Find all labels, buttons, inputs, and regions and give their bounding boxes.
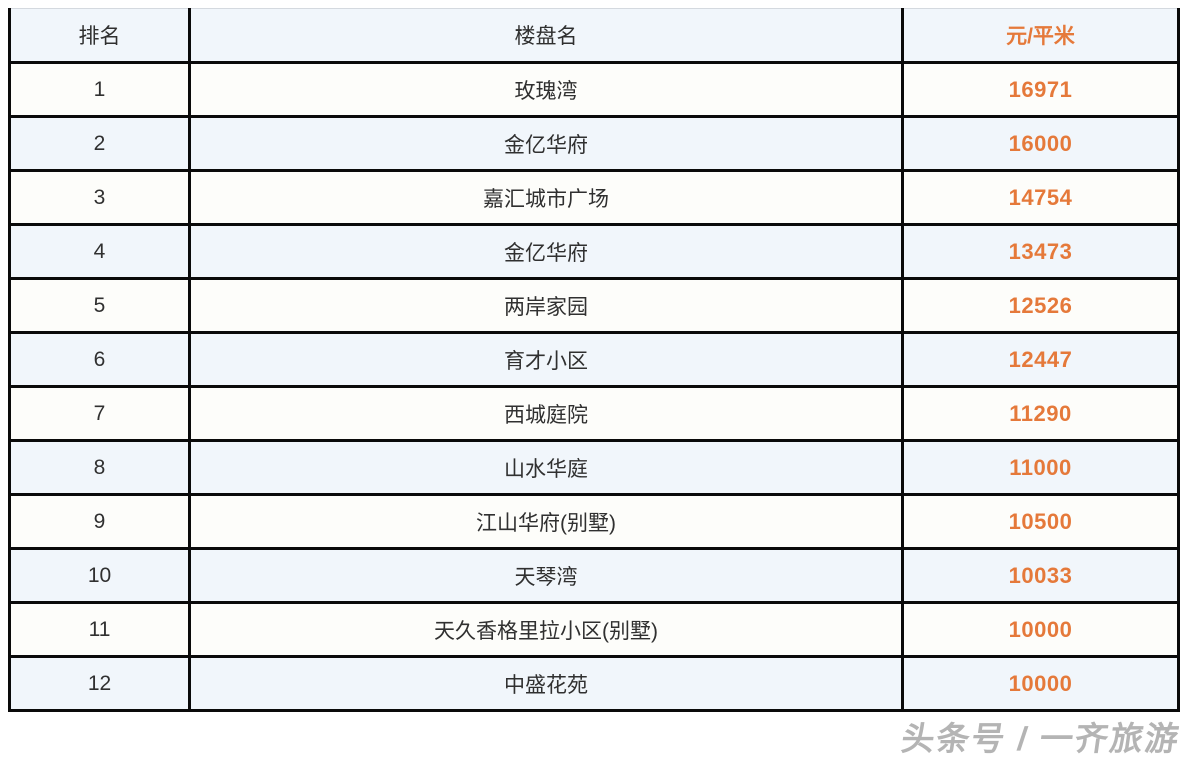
property-name-cell: 天久香格里拉小区(别墅) xyxy=(188,601,904,658)
price-cell: 13473 xyxy=(901,223,1180,280)
property-name-cell: 江山华府(别墅) xyxy=(188,493,904,550)
rank-cell: 7 xyxy=(8,385,191,442)
header-row: 排名 楼盘名 元/平米 xyxy=(8,8,1180,64)
table-row: 5 两岸家园 12526 xyxy=(8,277,1180,334)
rank-cell: 8 xyxy=(8,439,191,496)
table-row: 6 育才小区 12447 xyxy=(8,331,1180,388)
price-cell: 16971 xyxy=(901,61,1180,118)
table-row: 3 嘉汇城市广场 14754 xyxy=(8,169,1180,226)
rank-cell: 11 xyxy=(8,601,191,658)
table-header: 排名 楼盘名 元/平米 xyxy=(8,8,1180,64)
price-cell: 10500 xyxy=(901,493,1180,550)
property-name-cell: 金亿华府 xyxy=(188,223,904,280)
property-name-cell: 玫瑰湾 xyxy=(188,61,904,118)
property-name-cell: 金亿华府 xyxy=(188,115,904,172)
table-row: 7 西城庭院 11290 xyxy=(8,385,1180,442)
table-row: 2 金亿华府 16000 xyxy=(8,115,1180,172)
rank-cell: 12 xyxy=(8,655,191,712)
property-name-cell: 天琴湾 xyxy=(188,547,904,604)
rank-cell: 4 xyxy=(8,223,191,280)
watermark: 头条号 / 一齐旅游 xyxy=(899,720,1184,757)
table-row: 11 天久香格里拉小区(别墅) 10000 xyxy=(8,601,1180,658)
table-row: 9 江山华府(别墅) 10500 xyxy=(8,493,1180,550)
rank-cell: 2 xyxy=(8,115,191,172)
price-cell: 12526 xyxy=(901,277,1180,334)
table-row: 12 中盛花苑 10000 xyxy=(8,655,1180,712)
rank-cell: 5 xyxy=(8,277,191,334)
header-price-unit: 元/平米 xyxy=(901,8,1180,64)
price-cell: 14754 xyxy=(901,169,1180,226)
rank-cell: 3 xyxy=(8,169,191,226)
table-row: 8 山水华庭 11000 xyxy=(8,439,1180,496)
price-cell: 12447 xyxy=(901,331,1180,388)
price-cell: 10033 xyxy=(901,547,1180,604)
price-ranking-table: 排名 楼盘名 元/平米 1 玫瑰湾 16971 2 金亿华府 16000 3 嘉… xyxy=(8,8,1180,712)
property-name-cell: 两岸家园 xyxy=(188,277,904,334)
table-row: 10 天琴湾 10033 xyxy=(8,547,1180,604)
table-row: 1 玫瑰湾 16971 xyxy=(8,61,1180,118)
price-cell: 10000 xyxy=(901,655,1180,712)
rank-cell: 9 xyxy=(8,493,191,550)
property-name-cell: 山水华庭 xyxy=(188,439,904,496)
rank-cell: 6 xyxy=(8,331,191,388)
property-name-cell: 嘉汇城市广场 xyxy=(188,169,904,226)
price-cell: 10000 xyxy=(901,601,1180,658)
price-cell: 11000 xyxy=(901,439,1180,496)
header-property-name: 楼盘名 xyxy=(188,8,904,64)
property-name-cell: 中盛花苑 xyxy=(188,655,904,712)
header-rank: 排名 xyxy=(8,8,191,64)
property-name-cell: 西城庭院 xyxy=(188,385,904,442)
price-cell: 16000 xyxy=(901,115,1180,172)
table-body: 1 玫瑰湾 16971 2 金亿华府 16000 3 嘉汇城市广场 1 4 7 54 … xyxy=(8,61,1180,712)
rank-cell: 1 xyxy=(8,61,191,118)
price-cell: 11290 xyxy=(901,385,1180,442)
property-name-cell: 育才小区 xyxy=(188,331,904,388)
table-row: 4 金亿华府 13473 xyxy=(8,223,1180,280)
rank-cell: 10 xyxy=(8,547,191,604)
